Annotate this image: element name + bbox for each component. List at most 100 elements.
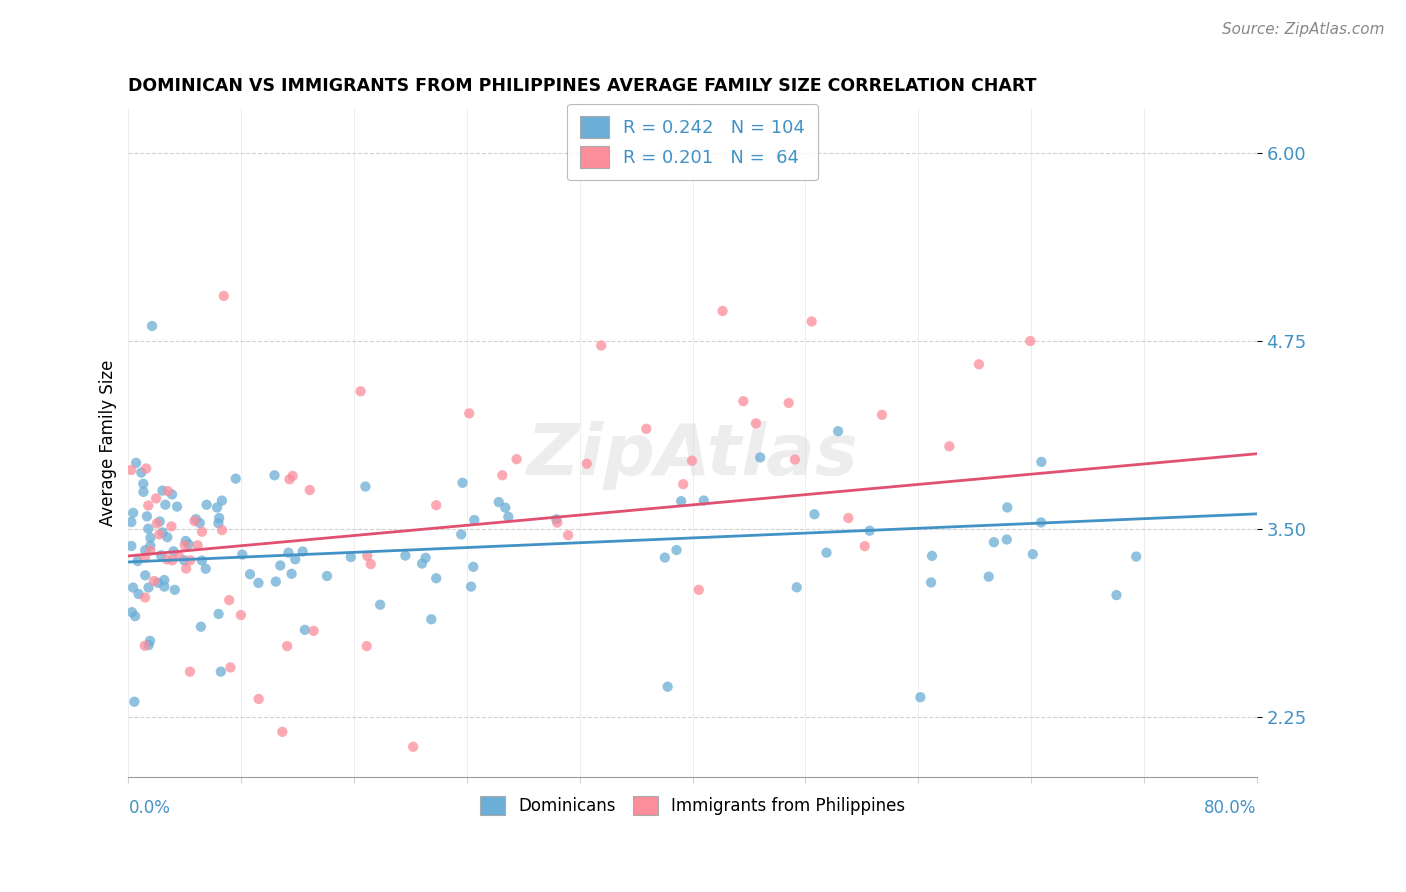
Text: DOMINICAN VS IMMIGRANTS FROM PHILIPPINES AVERAGE FAMILY SIZE CORRELATION CHART: DOMINICAN VS IMMIGRANTS FROM PHILIPPINES…	[128, 78, 1038, 95]
Point	[360, 557, 382, 571]
Text: 80.0%: 80.0%	[1205, 799, 1257, 817]
Point	[420, 612, 443, 626]
Point	[156, 484, 179, 499]
Point	[179, 553, 201, 567]
Point	[163, 582, 186, 597]
Point	[276, 639, 298, 653]
Point	[124, 695, 146, 709]
Point	[179, 665, 201, 679]
Point	[162, 544, 184, 558]
Point	[316, 569, 339, 583]
Point	[139, 543, 162, 558]
Point	[128, 587, 150, 601]
Point	[977, 569, 1000, 583]
Point	[231, 548, 253, 562]
Point	[967, 357, 990, 371]
Point	[995, 533, 1018, 547]
Point	[277, 546, 299, 560]
Point	[120, 515, 142, 529]
Point	[269, 558, 291, 573]
Text: ZipAtlas: ZipAtlas	[527, 421, 859, 491]
Point	[591, 338, 613, 352]
Point	[209, 665, 232, 679]
Point	[995, 500, 1018, 515]
Point	[145, 491, 167, 506]
Point	[837, 511, 859, 525]
Point	[211, 493, 233, 508]
Point	[135, 461, 157, 475]
Point	[191, 524, 214, 539]
Point	[134, 543, 156, 558]
Point	[921, 549, 943, 563]
Point	[194, 562, 217, 576]
Point	[146, 575, 169, 590]
Point	[827, 424, 849, 438]
Point	[191, 553, 214, 567]
Point	[280, 566, 302, 581]
Point	[557, 528, 579, 542]
Point	[149, 515, 172, 529]
Point	[136, 509, 159, 524]
Point	[125, 456, 148, 470]
Y-axis label: Average Family Size: Average Family Size	[100, 359, 117, 525]
Point	[681, 453, 703, 467]
Point	[356, 549, 378, 563]
Point	[394, 549, 416, 563]
Point	[156, 552, 179, 566]
Point	[491, 468, 513, 483]
Point	[749, 450, 772, 465]
Point	[291, 544, 314, 558]
Point	[340, 549, 363, 564]
Point	[425, 571, 447, 585]
Point	[920, 575, 942, 590]
Point	[778, 396, 800, 410]
Point	[654, 550, 676, 565]
Text: Source: ZipAtlas.com: Source: ZipAtlas.com	[1222, 22, 1385, 37]
Point	[212, 289, 235, 303]
Point	[263, 468, 285, 483]
Point	[264, 574, 287, 589]
Point	[173, 553, 195, 567]
Point	[225, 472, 247, 486]
Point	[190, 620, 212, 634]
Point	[302, 624, 325, 638]
Point	[139, 531, 162, 545]
Point	[354, 479, 377, 493]
Point	[184, 512, 207, 526]
Point	[136, 499, 159, 513]
Point	[636, 422, 658, 436]
Point	[138, 638, 160, 652]
Point	[132, 476, 155, 491]
Point	[1022, 547, 1045, 561]
Point	[672, 477, 695, 491]
Point	[1031, 455, 1053, 469]
Point	[134, 591, 156, 605]
Point	[187, 538, 209, 552]
Point	[148, 527, 170, 541]
Point	[450, 527, 472, 541]
Point	[167, 549, 190, 563]
Point	[247, 692, 270, 706]
Point	[173, 538, 195, 552]
Point	[458, 406, 481, 420]
Point	[463, 513, 485, 527]
Point	[160, 487, 183, 501]
Point	[575, 457, 598, 471]
Point	[188, 516, 211, 530]
Point	[121, 605, 143, 619]
Point	[546, 512, 568, 526]
Point	[145, 516, 167, 531]
Point	[174, 533, 197, 548]
Point	[219, 660, 242, 674]
Point	[177, 537, 200, 551]
Point	[152, 483, 174, 498]
Text: 0.0%: 0.0%	[128, 799, 170, 817]
Point	[208, 511, 231, 525]
Point	[463, 559, 485, 574]
Point	[733, 394, 755, 409]
Point	[205, 500, 228, 515]
Point	[910, 690, 932, 705]
Point	[155, 498, 177, 512]
Point	[669, 494, 692, 508]
Point	[218, 593, 240, 607]
